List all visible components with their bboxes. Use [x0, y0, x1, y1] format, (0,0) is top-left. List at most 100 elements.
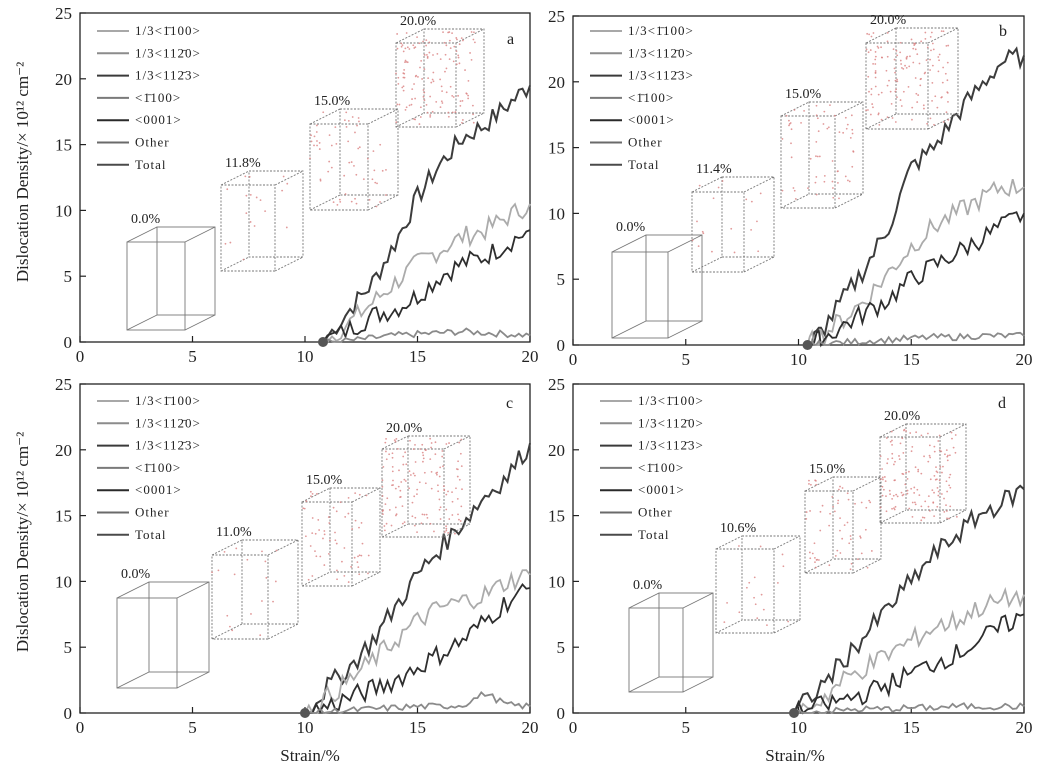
- dislocation-dot: [894, 90, 897, 93]
- dislocation-dot: [955, 515, 958, 518]
- dislocation-dot: [833, 510, 836, 513]
- dislocation-dot: [347, 512, 350, 515]
- dislocation-dot: [412, 448, 415, 450]
- dislocation-dot: [445, 91, 448, 94]
- dislocation-dot: [305, 500, 308, 503]
- dislocation-dot: [880, 118, 883, 121]
- series-line-b-2: [807, 211, 1025, 348]
- dislocation-dot: [899, 59, 902, 62]
- dislocation-dot: [946, 61, 949, 64]
- dislocation-dot: [946, 455, 949, 458]
- dislocation-dot: [461, 121, 463, 124]
- dislocation-dot: [226, 188, 229, 191]
- dislocation-dot: [871, 103, 874, 105]
- dislocation-dot: [426, 55, 429, 58]
- legend-label: Other: [135, 505, 170, 520]
- dislocation-dot: [431, 78, 434, 81]
- snapshot-edge: [939, 509, 967, 524]
- snapshot-front-face: [691, 191, 745, 273]
- dislocation-dot: [945, 111, 948, 114]
- y-tick-label: 25: [548, 375, 565, 394]
- snapshot-edge: [395, 28, 425, 44]
- dislocation-dot: [454, 532, 456, 535]
- dislocation-dot: [400, 42, 403, 45]
- dislocation-dot: [927, 495, 930, 498]
- dislocation-dot: [757, 250, 760, 253]
- dislocation-dot: [403, 521, 406, 524]
- dislocation-dot: [837, 499, 840, 502]
- panel-letter: a: [507, 31, 514, 48]
- dislocation-dot: [891, 452, 894, 455]
- dislocation-dot: [815, 155, 817, 158]
- dislocation-dot: [330, 144, 333, 147]
- dislocation-dot: [413, 495, 416, 498]
- dislocation-dot: [782, 565, 785, 568]
- dislocation-dot: [891, 439, 893, 442]
- legend-label: Total: [135, 527, 167, 542]
- dislocation-dot: [425, 53, 428, 56]
- dislocation-dot: [937, 494, 940, 497]
- snapshot-label: 15.0%: [785, 87, 822, 102]
- dislocation-dot: [335, 510, 338, 513]
- legend-label: 1/3<1̄100>: [628, 23, 694, 38]
- dislocation-dot: [886, 31, 889, 34]
- dislocation-dot: [826, 127, 829, 130]
- dislocation-dot: [815, 104, 818, 107]
- dislocation-dot: [322, 537, 324, 540]
- dislocation-dot: [814, 566, 817, 569]
- snapshot-edge: [274, 170, 304, 186]
- snapshot-back-face: [645, 234, 703, 322]
- dislocation-dot: [344, 516, 347, 518]
- dislocation-dot: [912, 61, 915, 64]
- dislocation-dot: [781, 189, 784, 192]
- onset-marker: [300, 708, 310, 718]
- dislocation-dot: [459, 105, 462, 107]
- dislocation-dot: [332, 506, 335, 509]
- dislocation-dot: [309, 545, 312, 547]
- dislocation-dot: [360, 554, 363, 557]
- snapshot-edge: [834, 193, 864, 209]
- dislocation-dot: [223, 551, 226, 553]
- dislocation-dot: [946, 79, 949, 82]
- dislocation-dot: [418, 42, 421, 45]
- dislocation-dot: [451, 491, 453, 493]
- dislocation-dot: [347, 581, 350, 583]
- snapshot-front-face: [309, 123, 369, 211]
- dislocation-dot: [697, 245, 700, 247]
- snapshot-3: 20.0%: [381, 421, 471, 538]
- x-tick-label: 5: [188, 718, 197, 737]
- dislocation-dot: [458, 62, 461, 65]
- dislocation-dot: [242, 258, 245, 261]
- dislocation-dot: [926, 432, 929, 435]
- dislocation-dot: [336, 569, 338, 572]
- dislocation-dot: [923, 455, 925, 458]
- y-tick-label: 10: [548, 204, 565, 223]
- snapshot-1: 11.4%: [691, 162, 775, 273]
- y-tick-label: 10: [55, 201, 72, 220]
- dislocation-dot: [815, 559, 818, 561]
- y-tick-label: 25: [55, 375, 72, 394]
- dislocation-dot: [860, 501, 863, 504]
- dislocation-dot: [932, 501, 935, 504]
- dislocation-dot: [323, 530, 326, 532]
- dislocation-dot: [338, 198, 341, 201]
- dislocation-dot: [886, 40, 889, 43]
- dislocation-dot: [849, 538, 852, 541]
- dislocation-dot: [356, 124, 358, 127]
- dislocation-dot: [313, 135, 316, 138]
- dislocation-dot: [408, 104, 411, 107]
- dislocation-dot: [399, 489, 402, 492]
- dislocation-dot: [384, 529, 386, 532]
- snapshot-edge: [682, 676, 714, 693]
- dislocation-dot: [453, 45, 456, 48]
- dislocation-dot: [945, 510, 948, 512]
- dislocation-dot: [898, 455, 900, 457]
- dislocation-dot: [881, 468, 883, 470]
- dislocation-dot: [745, 586, 748, 589]
- dislocation-dot: [334, 531, 336, 534]
- snapshot-front-face: [211, 554, 269, 640]
- dislocation-dot: [821, 504, 824, 507]
- dislocation-dot: [827, 126, 830, 129]
- dislocation-dot: [891, 117, 894, 119]
- dislocation-dot: [923, 516, 926, 519]
